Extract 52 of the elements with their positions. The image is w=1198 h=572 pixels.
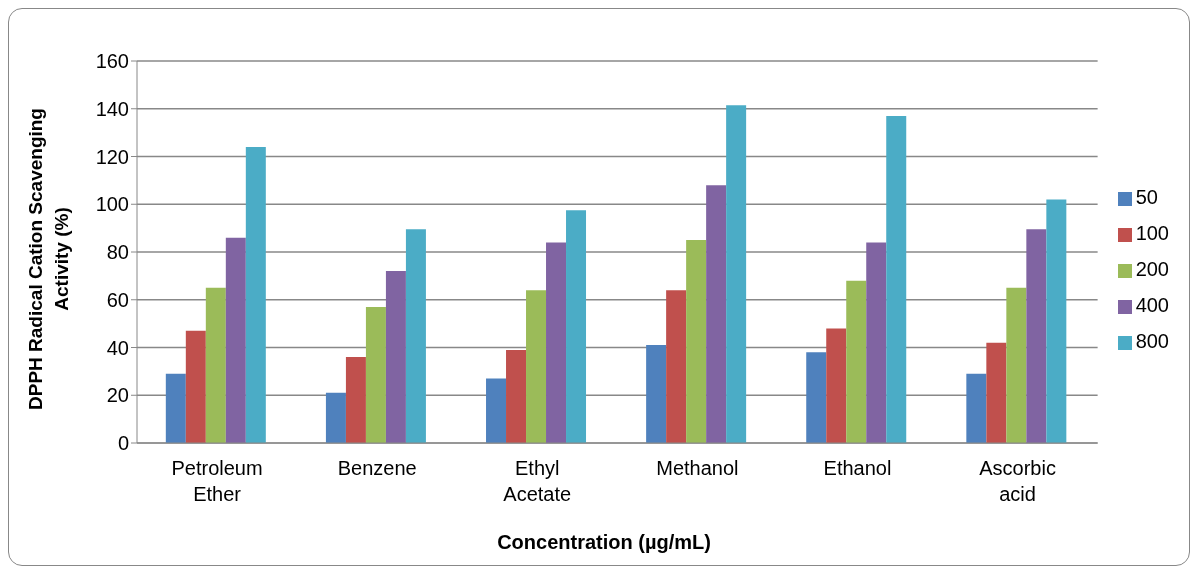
bar: [205, 287, 226, 443]
bar: [345, 357, 366, 443]
bar: [866, 242, 887, 443]
legend-label: 100: [1135, 222, 1169, 244]
legend-label: 400: [1135, 294, 1169, 316]
x-tick-label: Ascorbic acid: [979, 457, 1056, 505]
x-tick-label: Ethyl Acetate: [503, 457, 572, 505]
bar: [1006, 287, 1027, 443]
bar: [826, 328, 847, 443]
bar: [806, 352, 827, 443]
bar: [506, 349, 527, 443]
x-tick-label: Petroleum Ether: [171, 457, 263, 505]
bar: [365, 306, 386, 443]
bar: [1026, 229, 1047, 443]
x-tick-label: Ethanol: [823, 457, 892, 479]
y-tick-label: 100: [95, 193, 129, 216]
bar: [846, 280, 867, 443]
bar: [966, 373, 987, 443]
x-tick-label: Benzene: [337, 457, 417, 479]
bar: [385, 271, 406, 443]
bar: [726, 105, 747, 443]
x-axis-title: Concentration (µg/mL): [496, 531, 712, 554]
y-tick-label: 120: [95, 145, 129, 168]
bar: [1046, 199, 1067, 443]
legend-label: 200: [1135, 258, 1169, 280]
bar: [986, 342, 1007, 443]
bar: [686, 240, 707, 443]
legend-label: 50: [1135, 186, 1158, 208]
y-tick-label: 60: [106, 288, 129, 311]
bar: [886, 115, 907, 443]
legend-label: 800: [1135, 330, 1169, 352]
bar: [486, 378, 507, 443]
y-axis-title: DPPH Radical Cation Scavenging Activity (%): [24, 107, 73, 412]
bar: [646, 345, 667, 443]
bar: [405, 229, 426, 443]
bar: [666, 290, 687, 443]
bar: [546, 242, 567, 443]
bar: [245, 146, 266, 443]
bar: [526, 290, 547, 443]
y-tick-label: 80: [106, 241, 129, 264]
y-tick-label: 20: [106, 384, 129, 407]
y-tick-label: 140: [95, 97, 129, 120]
bar: [185, 330, 206, 443]
bar: [325, 392, 346, 443]
bar: [165, 373, 186, 443]
x-tick-label: Methanol: [656, 457, 739, 479]
y-tick-label: 160: [95, 50, 129, 73]
y-tick-label: 40: [106, 336, 129, 359]
bar: [706, 185, 727, 443]
y-tick-label: 0: [117, 432, 129, 455]
bar: [566, 210, 587, 443]
bar: [225, 237, 246, 443]
